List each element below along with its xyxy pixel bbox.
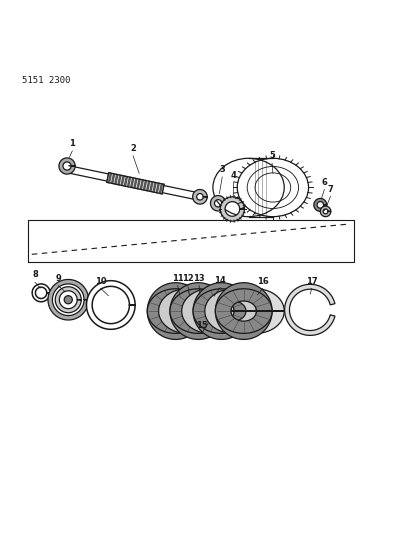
Polygon shape — [59, 158, 75, 174]
Polygon shape — [147, 282, 204, 340]
Polygon shape — [193, 190, 207, 204]
Polygon shape — [211, 196, 226, 211]
Polygon shape — [107, 173, 164, 194]
Polygon shape — [220, 197, 244, 221]
Text: 10: 10 — [95, 277, 106, 286]
Polygon shape — [182, 289, 238, 333]
Text: 7: 7 — [328, 184, 333, 193]
Polygon shape — [205, 289, 262, 333]
Text: 8: 8 — [32, 270, 38, 279]
Text: 13: 13 — [193, 274, 205, 282]
Polygon shape — [215, 282, 272, 340]
Circle shape — [64, 296, 72, 304]
Polygon shape — [67, 166, 201, 200]
Text: 12: 12 — [182, 274, 194, 282]
Text: 17: 17 — [306, 277, 317, 286]
Polygon shape — [147, 289, 204, 333]
Polygon shape — [285, 284, 335, 335]
Text: 5: 5 — [269, 151, 275, 160]
Text: 2: 2 — [130, 144, 136, 153]
Polygon shape — [55, 287, 81, 313]
Polygon shape — [314, 198, 327, 212]
Polygon shape — [170, 282, 227, 340]
Text: 5151 2300: 5151 2300 — [22, 76, 70, 85]
Polygon shape — [248, 158, 308, 216]
Text: 11: 11 — [172, 274, 184, 282]
Text: 14: 14 — [214, 276, 226, 285]
Text: 9: 9 — [55, 274, 61, 282]
Text: 4: 4 — [231, 171, 237, 180]
Polygon shape — [159, 289, 215, 333]
Polygon shape — [170, 289, 227, 333]
Text: 16: 16 — [257, 277, 268, 286]
Text: 6: 6 — [322, 177, 327, 187]
Polygon shape — [48, 279, 89, 320]
Polygon shape — [86, 281, 135, 329]
Polygon shape — [215, 289, 272, 333]
Polygon shape — [32, 284, 50, 302]
Polygon shape — [193, 289, 250, 333]
Text: 15: 15 — [196, 321, 208, 330]
Polygon shape — [193, 282, 250, 340]
Text: 3: 3 — [220, 165, 225, 174]
Polygon shape — [320, 206, 331, 216]
Polygon shape — [228, 289, 284, 333]
Text: 1: 1 — [69, 139, 75, 148]
